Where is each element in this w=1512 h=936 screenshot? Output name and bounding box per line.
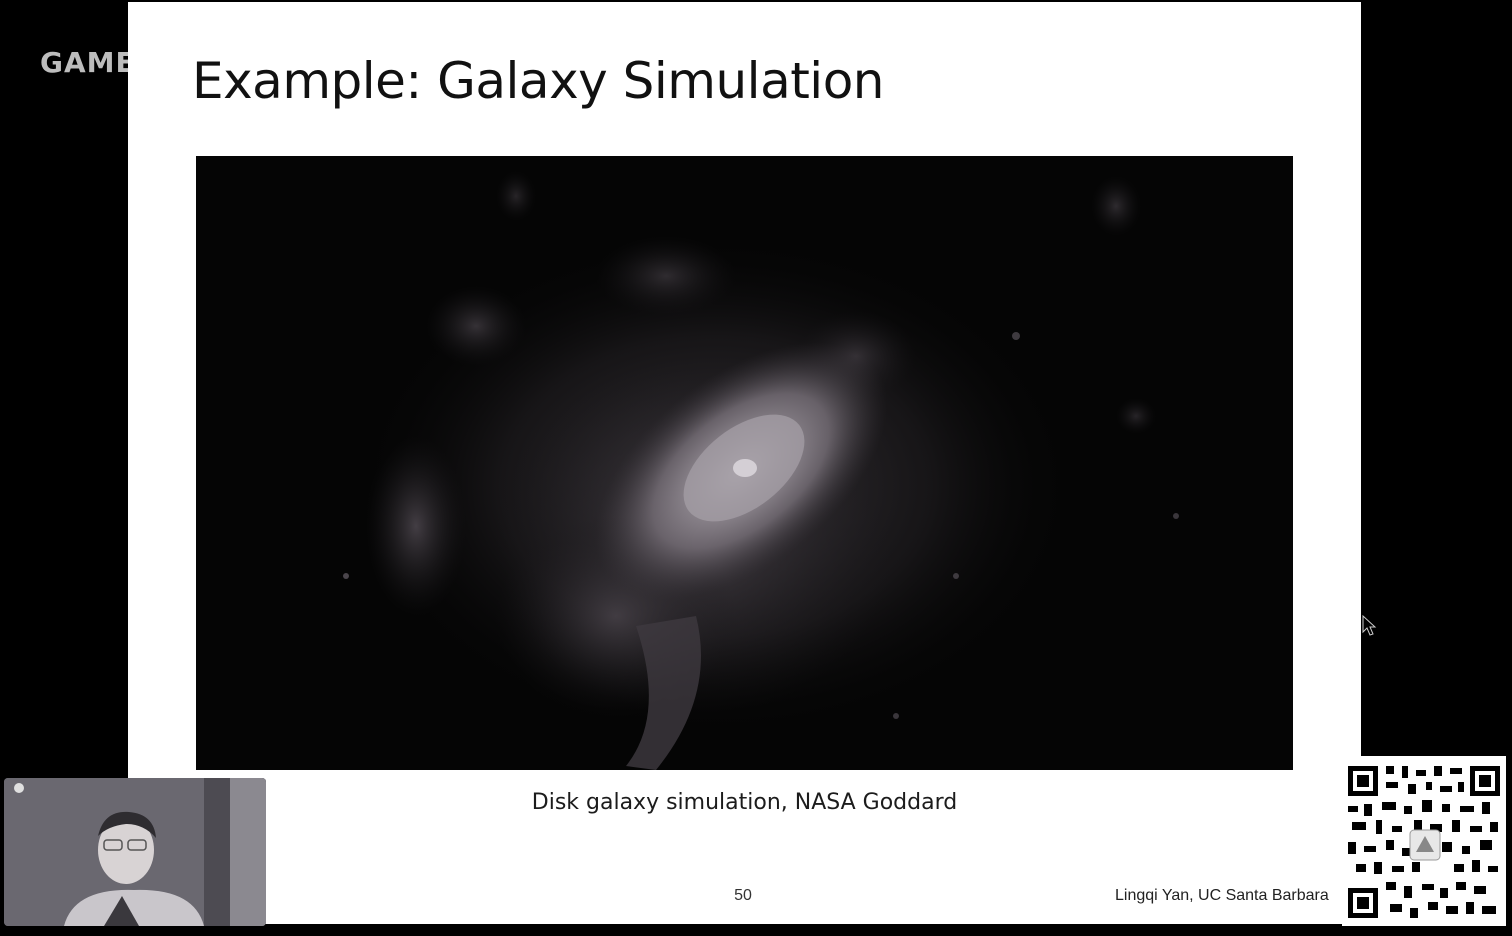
galaxy-image <box>196 156 1293 770</box>
qr-code-icon <box>1342 756 1506 926</box>
slide: Example: Galaxy Simulation <box>128 2 1361 924</box>
presenter-webcam[interactable] <box>4 778 266 926</box>
qr-code <box>1342 756 1506 926</box>
galaxy-simulation-video[interactable] <box>196 156 1293 770</box>
slide-author: Lingqi Yan, UC Santa Barbara <box>1115 887 1329 904</box>
slide-caption: Disk galaxy simulation, NASA Goddard <box>531 790 958 815</box>
webcam-indicator-icon <box>14 783 24 793</box>
slide-title: Example: Galaxy Simulation <box>192 52 884 110</box>
brand-label: GAME <box>40 46 136 79</box>
page-number: 50 <box>734 887 752 904</box>
presenter-icon <box>4 778 266 926</box>
mouse-cursor-icon <box>1362 614 1378 641</box>
